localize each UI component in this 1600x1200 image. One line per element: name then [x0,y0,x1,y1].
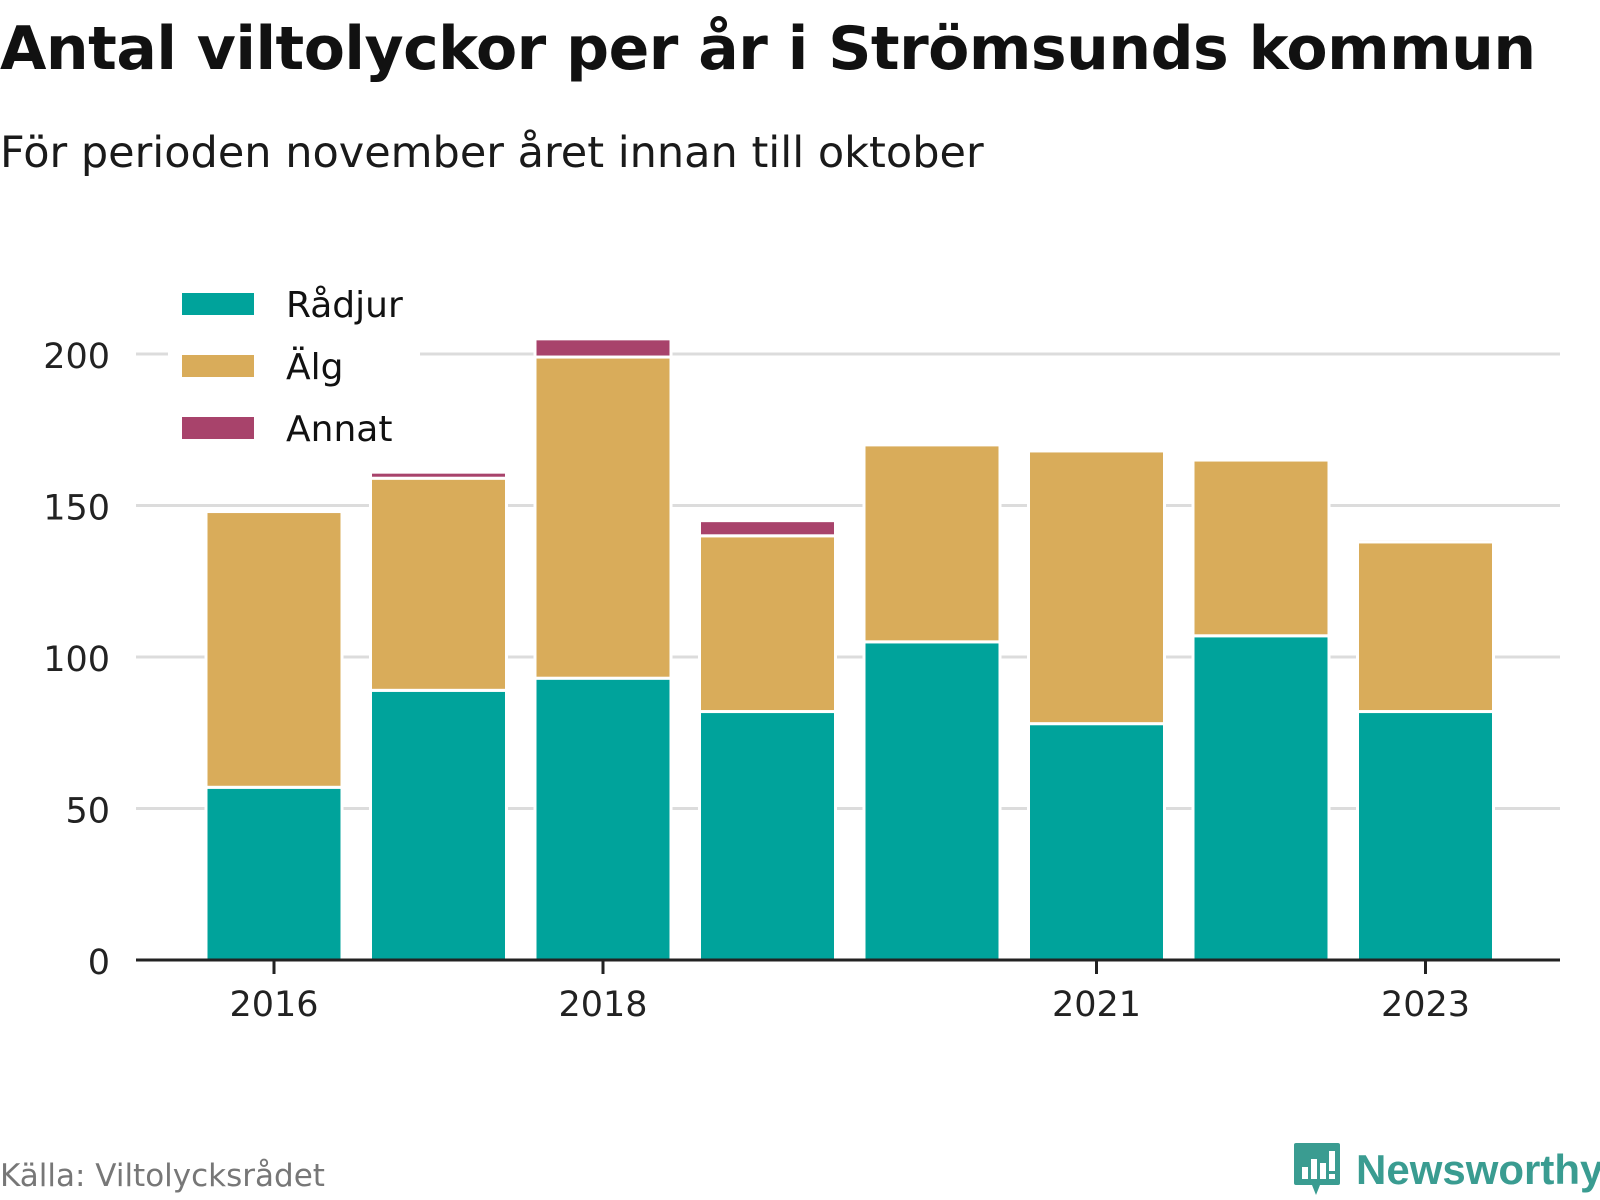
bar-2021-Rådjur [1027,722,1166,962]
legend-swatch-Rådjur [182,293,254,315]
newsworthy-bar-chart-bubble-icon [1294,1143,1340,1195]
bar-2019-Annat [698,519,837,538]
bar-2020-Rådjur [862,640,1002,962]
axes: 0 50 100 150 200 2016 2018 2021 2023 [43,337,1560,1025]
bar-2019-Älg [698,534,837,714]
bar-2018-Annat [533,337,673,359]
y-tick-label: 50 [65,792,110,832]
x-tick-label: 2018 [558,985,647,1025]
bar-2016-Älg [204,510,344,789]
brand-logo: Newsworthy [1292,1140,1600,1200]
legend-label-Älg: Älg [286,346,343,388]
stacked-bar-chart: 0 50 100 150 200 2016 2018 2021 2023 Rådjur Älg An… [43,278,1560,1025]
bar-2021-Älg [1027,449,1166,726]
bar-2022-Älg [1191,458,1331,638]
bar-2023-Annat [1356,537,1495,544]
y-tick-label: 0 [88,943,110,983]
bar-2023-Älg [1356,540,1495,714]
y-tick-label: 200 [43,337,110,377]
bar-2022-Rådjur [1191,634,1331,962]
y-tick-label: 150 [43,489,110,529]
bar-2017-Annat [369,470,508,480]
bar-2017-Älg [369,476,508,692]
legend-swatch-Annat [182,417,254,439]
bar-2018-Rådjur [533,676,673,962]
source-note: Källa: Viltolycksrådet [0,1158,325,1194]
x-tick-label: 2021 [1052,985,1141,1025]
chart-subtitle: För perioden november året innan till ok… [0,128,984,178]
legend-label-Rådjur: Rådjur [286,285,403,326]
y-tick-label: 100 [43,640,110,680]
brand-name: Newsworthy [1356,1146,1600,1193]
x-tick-label: 2016 [229,985,318,1025]
bar-2018-Älg [533,355,673,680]
bar-2023-Rådjur [1356,710,1495,962]
chart-title: Antal viltolyckor per år i Strömsunds ko… [0,14,1536,84]
legend: Rådjur Älg Annat [168,278,420,458]
legend-label-Annat: Annat [286,409,392,450]
bar-2019-Rådjur [698,710,837,962]
legend-swatch-Älg [182,355,254,377]
bar-2020-Älg [862,443,1002,644]
x-tick-label: 2023 [1381,985,1470,1025]
bar-2017-Rådjur [369,688,508,962]
bar-2016-Rådjur [204,785,344,962]
